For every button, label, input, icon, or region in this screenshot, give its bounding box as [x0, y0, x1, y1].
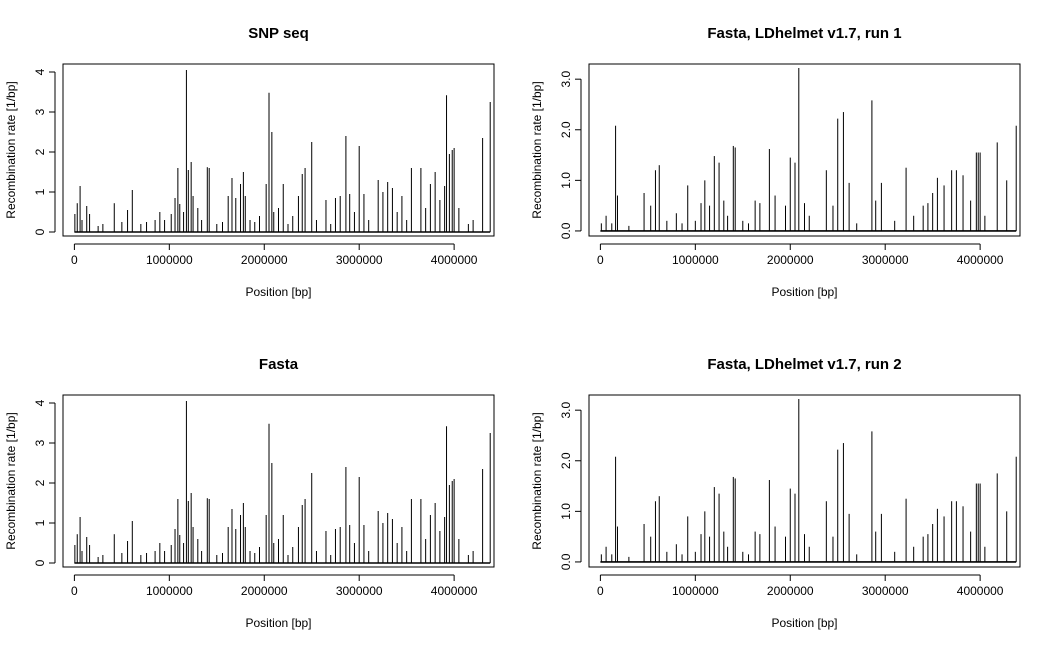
chart-panel-3: Fasta 0 1000000 2000000 3000000 4000000 Positi…: [4, 356, 495, 630]
x-tick-label: 0: [597, 253, 604, 267]
y-tick-label: 3.0: [559, 71, 573, 88]
x-axis-label: Position [bp]: [245, 616, 311, 630]
chart-title: SNP seq: [248, 25, 309, 42]
y-tick-label: 0: [33, 559, 47, 566]
x-tick-label: 0: [71, 253, 78, 267]
plot-frame: [62, 63, 495, 237]
x-tick-label: 0: [71, 584, 78, 598]
x-tick-label: 3000000: [862, 584, 909, 598]
x-tick-label: 4000000: [431, 253, 478, 267]
y-tick-label: 1.0: [559, 172, 573, 189]
x-axis-label: Position [bp]: [245, 285, 311, 299]
x-tick-label: 0: [597, 584, 604, 598]
x-tick-label: 3000000: [862, 253, 909, 267]
y-tick-label: 2: [33, 148, 47, 155]
y-tick-label: 0: [33, 228, 47, 235]
chart-panel-1: SNP seq 0 1000000 2000000 3000000 4000000 Posi…: [4, 25, 495, 299]
y-tick-label: 1: [33, 519, 47, 526]
plot-frame: [588, 63, 1021, 237]
chart-title: Fasta, LDhelmet v1.7, run 1: [707, 25, 901, 42]
y-tick-label: 1.0: [559, 503, 573, 520]
x-tick-label: 1000000: [146, 584, 193, 598]
chart-title: Fasta: [259, 356, 299, 373]
chart-panel-4: Fasta, LDhelmet v1.7, run 2 0 1000000 20000…: [530, 356, 1021, 630]
x-tick-label: 4000000: [431, 584, 478, 598]
y-tick-label: 3: [33, 108, 47, 115]
y-axis-label: Recombination rate [1/bp]: [530, 81, 544, 218]
x-tick-label: 2000000: [767, 253, 814, 267]
x-tick-label: 3000000: [336, 584, 383, 598]
plot-frame: [62, 394, 495, 568]
x-tick-label: 4000000: [957, 584, 1004, 598]
y-axis-label: Recombination rate [1/bp]: [4, 81, 18, 218]
y-axis-label: Recombination rate [1/bp]: [4, 412, 18, 549]
x-tick-label: 2000000: [767, 584, 814, 598]
x-tick-label: 2000000: [241, 584, 288, 598]
y-tick-label: 0.0: [559, 553, 573, 570]
plot-frame: [588, 394, 1021, 568]
x-axis-label: Position [bp]: [771, 616, 837, 630]
chart-panel-2: Fasta, LDhelmet v1.7, run 1 0 1000000 20000…: [530, 25, 1021, 299]
y-tick-label: 0.0: [559, 222, 573, 239]
y-tick-label: 3: [33, 439, 47, 446]
x-tick-label: 3000000: [336, 253, 383, 267]
y-axis-label: Recombination rate [1/bp]: [530, 412, 544, 549]
x-tick-label: 4000000: [957, 253, 1004, 267]
x-axis-label: Position [bp]: [771, 285, 837, 299]
y-tick-label: 4: [33, 68, 47, 75]
y-tick-label: 4: [33, 399, 47, 406]
x-tick-label: 1000000: [672, 253, 719, 267]
x-tick-label: 1000000: [672, 584, 719, 598]
x-tick-label: 2000000: [241, 253, 288, 267]
y-tick-label: 2.0: [559, 452, 573, 469]
y-tick-label: 2: [33, 479, 47, 486]
chart-title: Fasta, LDhelmet v1.7, run 2: [707, 356, 901, 373]
y-tick-label: 3.0: [559, 402, 573, 419]
x-tick-label: 1000000: [146, 253, 193, 267]
y-tick-label: 2.0: [559, 121, 573, 138]
y-tick-label: 1: [33, 188, 47, 195]
